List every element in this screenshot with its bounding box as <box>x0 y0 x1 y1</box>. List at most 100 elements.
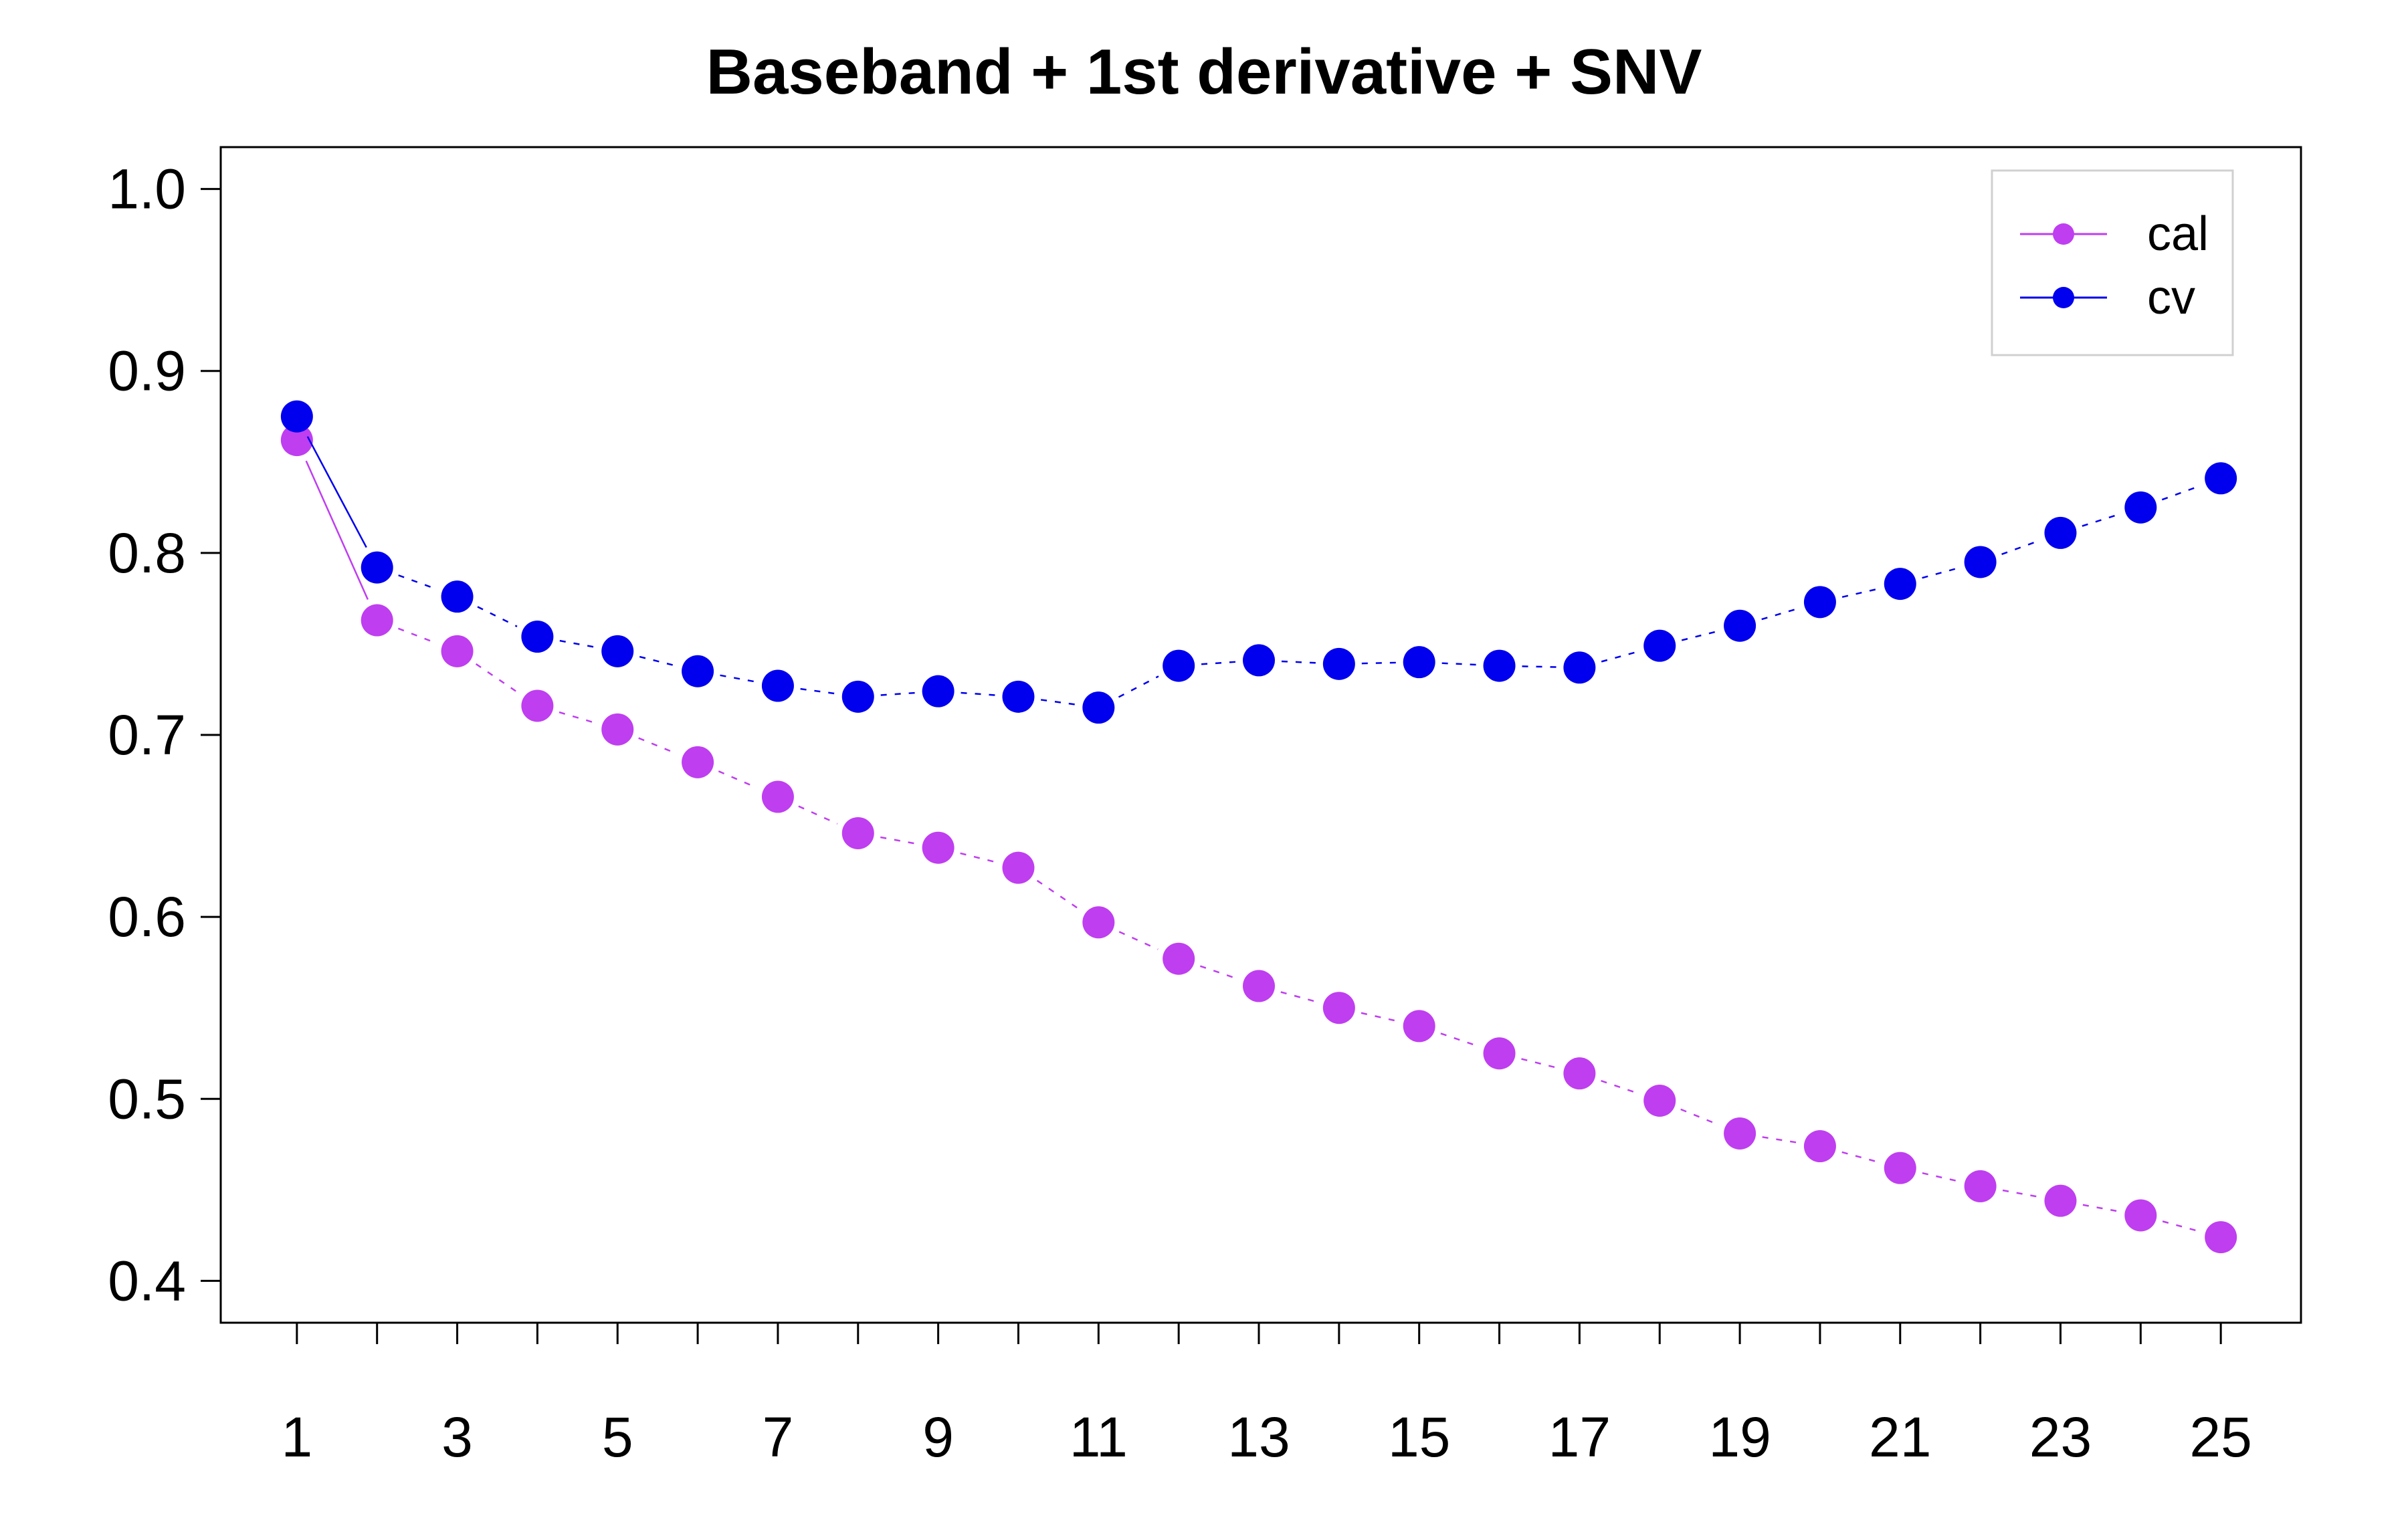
cv-point <box>2205 462 2237 495</box>
y-tick-label: 1.0 <box>108 158 186 221</box>
cal-line-segment <box>1361 1012 1397 1022</box>
axes: 0.40.50.60.70.80.91.01 3 5 7 9 11 13 15 17 19 21 23… <box>108 158 2252 1469</box>
cal-line-segment <box>397 627 437 644</box>
cv-line-segment <box>398 574 437 590</box>
cal-line-segment <box>1440 1032 1478 1047</box>
cal-line-segment <box>559 711 596 724</box>
cal-point <box>2044 1184 2077 1217</box>
cal-line-segment <box>638 737 678 755</box>
cal-point <box>1082 906 1115 939</box>
cv-point <box>1643 629 1676 662</box>
cv-point <box>280 400 313 433</box>
cv-point <box>1964 546 1997 578</box>
cv-point <box>2044 516 2077 549</box>
cv-line-segment <box>720 674 756 683</box>
cal-line-segment <box>1521 1058 1558 1069</box>
chart-title: Baseband + 1st derivative + SNV <box>706 36 1702 108</box>
cal-point <box>1163 942 1195 975</box>
cv-point <box>1563 651 1596 684</box>
cv-point <box>2124 491 2157 524</box>
cal-point <box>841 817 874 849</box>
cal-point <box>441 635 474 667</box>
cal-point <box>601 713 634 746</box>
y-tick-label: 0.9 <box>108 340 186 403</box>
cv-line-segment <box>1601 651 1638 663</box>
cv-point <box>841 680 874 713</box>
cv-line-segment <box>880 691 916 696</box>
cv-line-segment <box>639 655 676 667</box>
cal-line-segment <box>1922 1172 1959 1182</box>
y-tick-label: 0.8 <box>108 522 186 584</box>
cal-point <box>1243 970 1276 1002</box>
cv-line-segment <box>2082 513 2120 527</box>
cv-point <box>1884 568 1916 601</box>
cal-point <box>1403 1010 1435 1043</box>
cal-point <box>2205 1221 2237 1254</box>
cv-point <box>1322 647 1355 680</box>
cal-point <box>761 780 794 813</box>
cal-line-segment <box>475 663 519 694</box>
cv-point <box>1803 586 1836 619</box>
cv-point <box>682 655 714 687</box>
cv-line-segment <box>1201 661 1237 665</box>
cal-line-segment <box>1280 991 1318 1003</box>
cv-line-segment <box>1118 675 1159 698</box>
cal-point <box>1884 1152 1916 1184</box>
cal-line-segment <box>960 852 997 863</box>
cal-line-segment <box>1680 1108 1720 1126</box>
cv-line-segment <box>1841 588 1878 599</box>
cal-line-segment <box>1841 1151 1879 1163</box>
x-tick-label: 21 <box>1869 1406 1931 1469</box>
legend-swatch-point <box>2053 223 2074 245</box>
legend-box <box>1991 169 2234 356</box>
cv-point <box>601 635 634 667</box>
y-tick-label: 0.6 <box>108 885 186 948</box>
series-cv <box>280 400 2237 724</box>
cal-line-segment <box>2082 1204 2119 1212</box>
cv-point <box>922 675 955 708</box>
cv-line-segment <box>800 687 836 695</box>
cv-point <box>1082 691 1115 724</box>
cv-point <box>1403 646 1435 679</box>
cal-point <box>922 831 955 864</box>
cal-line-segment <box>1118 931 1159 950</box>
cv-point <box>361 551 393 584</box>
x-tick-label: 19 <box>1708 1406 1771 1469</box>
cv-point <box>1002 680 1035 713</box>
y-tick-label: 0.4 <box>108 1249 186 1312</box>
cal-point <box>1643 1084 1676 1117</box>
x-tick-label: 11 <box>1070 1406 1128 1469</box>
x-tick-label: 9 <box>922 1406 954 1469</box>
y-tick-label: 0.7 <box>108 703 186 766</box>
cal-point <box>1964 1170 1997 1202</box>
cv-line-segment <box>559 639 596 648</box>
cv-line-segment <box>961 691 996 696</box>
legend: cal cv <box>1991 169 2234 356</box>
plot-frame <box>219 146 2302 1324</box>
x-tick-label: 3 <box>441 1406 473 1469</box>
cal-line-segment <box>305 460 369 600</box>
cv-point <box>1483 649 1516 682</box>
cal-point <box>1483 1037 1516 1070</box>
cal-line-segment <box>1036 879 1080 911</box>
x-tick-label: 17 <box>1548 1406 1611 1469</box>
cv-point <box>1163 649 1195 682</box>
cv-line-segment <box>1761 607 1799 621</box>
legend-label-cv: cv <box>2147 271 2195 324</box>
data-series <box>280 400 2237 1254</box>
cal-line-segment <box>2002 1189 2039 1198</box>
cv-line-segment <box>477 606 518 627</box>
cal-line-segment <box>880 836 916 845</box>
cal-point <box>361 604 393 637</box>
cal-line-segment <box>2162 1220 2199 1232</box>
cal-line-segment <box>1601 1079 1639 1095</box>
cal-point <box>1322 992 1355 1024</box>
x-tick-label: 1 <box>281 1406 312 1469</box>
cal-line-segment <box>1762 1136 1798 1144</box>
cv-line-segment <box>1681 630 1718 641</box>
x-tick-label: 25 <box>2189 1406 2251 1469</box>
cv-point <box>1243 644 1276 677</box>
x-tick-label: 5 <box>602 1406 633 1469</box>
cv-line-segment <box>306 436 367 548</box>
